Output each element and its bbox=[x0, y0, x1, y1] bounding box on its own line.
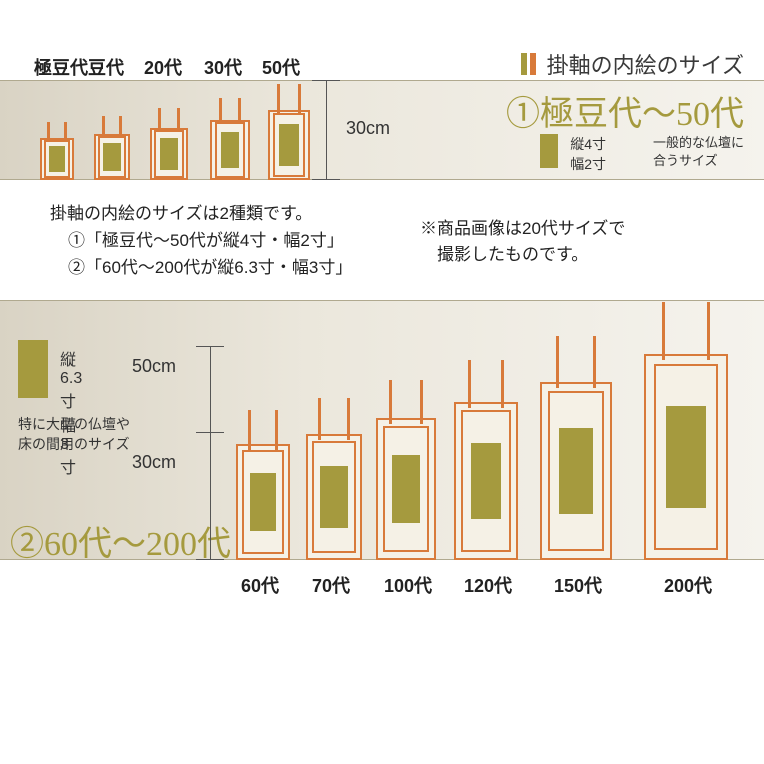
legend-dim-v: 縦4寸 bbox=[570, 134, 606, 154]
scroll-core bbox=[279, 124, 299, 166]
scroll-stick bbox=[501, 360, 504, 408]
desc-l1: 掛軸の内絵のサイズは2種類です。 bbox=[50, 200, 352, 227]
scroll-stick bbox=[318, 398, 321, 440]
group2-label: 70代 bbox=[312, 572, 350, 598]
group1-legend: 縦4寸 幅2寸 bbox=[540, 134, 606, 174]
note: ※商品画像は20代サイズで 撮影したものです。 bbox=[420, 216, 625, 267]
scroll-item bbox=[236, 410, 290, 560]
scroll-stick bbox=[389, 380, 392, 424]
scroll-stick bbox=[248, 410, 251, 450]
group1-title: ①極豆代～50代 bbox=[506, 86, 744, 135]
scroll-core bbox=[666, 406, 706, 508]
dim-label-30: 30cm bbox=[346, 118, 390, 139]
legend2-note1: 特に大型の仏壇や bbox=[18, 414, 178, 434]
scroll-item bbox=[94, 116, 130, 180]
scroll-item bbox=[454, 360, 518, 560]
group1-label: 極豆代 bbox=[34, 54, 88, 80]
scroll-core bbox=[103, 143, 121, 171]
legend-dim-wrap: 縦4寸 幅2寸 bbox=[570, 134, 606, 174]
scroll-stick bbox=[707, 302, 710, 360]
bar-orange bbox=[530, 53, 536, 75]
scroll-item bbox=[376, 380, 436, 560]
scroll-item bbox=[40, 122, 74, 180]
description: 掛軸の内絵のサイズは2種類です。 ①「極豆代～50代が縦4寸・幅2寸」 ②「60… bbox=[50, 200, 352, 282]
group1-legend-note: 一般的な仏壇に 合うサイズ bbox=[653, 134, 744, 170]
scroll-core bbox=[320, 466, 348, 528]
group2-label: 120代 bbox=[464, 572, 512, 598]
scroll-item bbox=[210, 98, 250, 180]
scroll-item bbox=[644, 302, 728, 560]
scroll-stick bbox=[468, 360, 471, 408]
group2-title: ②60代～200代 bbox=[10, 516, 231, 565]
desc-l2: ①「極豆代～50代が縦4寸・幅2寸」 bbox=[68, 227, 352, 254]
note-l2: 撮影したものです。 bbox=[420, 242, 625, 268]
legend-note2: 合うサイズ bbox=[653, 152, 744, 170]
group1-label: 30代 bbox=[204, 54, 242, 80]
scroll-core bbox=[250, 473, 276, 531]
scroll-item bbox=[150, 108, 188, 180]
scroll-item bbox=[306, 398, 362, 560]
scroll-core bbox=[471, 443, 501, 519]
group1-label: 50代 bbox=[262, 54, 300, 80]
legend-dim-h: 幅2寸 bbox=[570, 154, 606, 174]
scroll-core bbox=[559, 428, 593, 514]
desc-l3: ②「60代～200代が縦6.3寸・幅3寸」 bbox=[68, 254, 352, 281]
note-l1: ※商品画像は20代サイズで bbox=[420, 216, 625, 242]
scroll-core bbox=[49, 146, 65, 172]
scroll-core bbox=[221, 132, 239, 168]
group2-label: 60代 bbox=[241, 572, 279, 598]
scroll-stick bbox=[347, 398, 350, 440]
scroll-item bbox=[268, 84, 310, 180]
group1-label: 豆代 bbox=[88, 54, 124, 80]
scroll-stick bbox=[298, 84, 301, 116]
group2-label: 150代 bbox=[554, 572, 602, 598]
scroll-stick bbox=[556, 336, 559, 388]
legend-note1: 一般的な仏壇に bbox=[653, 134, 744, 152]
legend2-note: 特に大型の仏壇や 床の間用のサイズ bbox=[18, 414, 178, 454]
bar-olive bbox=[521, 53, 527, 75]
scroll-stick bbox=[277, 84, 280, 116]
dim-label-30-b: 30cm bbox=[132, 452, 176, 473]
scroll-core bbox=[392, 455, 420, 523]
legend2-rect-icon bbox=[18, 340, 48, 398]
group1-label: 20代 bbox=[144, 54, 182, 80]
legend2-dim-v: 縦6.3寸 bbox=[60, 346, 82, 412]
section-title: 掛軸の内絵のサイズ bbox=[521, 48, 744, 81]
title-bars bbox=[521, 53, 539, 81]
section-title-text: 掛軸の内絵のサイズ bbox=[547, 53, 744, 78]
group2-label: 200代 bbox=[664, 572, 712, 598]
scroll-stick bbox=[662, 302, 665, 360]
dim-label-50: 50cm bbox=[132, 356, 176, 377]
legend2-dims: 縦6.3寸 幅3寸 bbox=[60, 346, 82, 478]
scroll-core bbox=[160, 138, 178, 170]
scroll-item bbox=[540, 336, 612, 560]
scroll-stick bbox=[275, 410, 278, 450]
legend2-note2: 床の間用のサイズ bbox=[18, 434, 178, 454]
legend-rect-icon bbox=[540, 134, 558, 168]
scroll-stick bbox=[593, 336, 596, 388]
group2-label: 100代 bbox=[384, 572, 432, 598]
scroll-stick bbox=[420, 380, 423, 424]
